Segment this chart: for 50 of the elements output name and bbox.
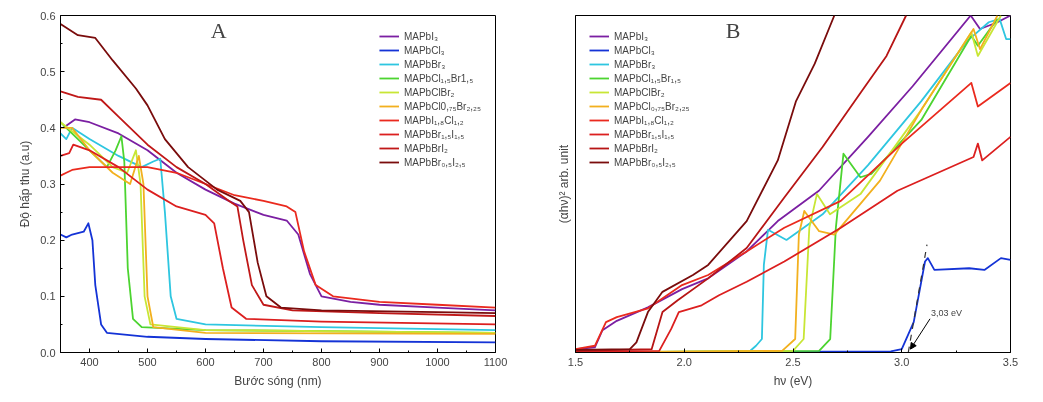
x-tick-label: 2.0 (676, 355, 692, 368)
y-tick-label: 0.2 (40, 234, 56, 247)
legend-label: MAPbCl₁,₅Br₁,₅ (614, 72, 682, 84)
y-tick-label: 0.1 (40, 290, 56, 303)
legend-label: MAPbCl₃ (403, 44, 445, 56)
x-tick-label: 700 (254, 355, 273, 368)
legend-label: MAPbBrI₂ (614, 142, 658, 154)
y-tick-label: 0.0 (40, 346, 56, 359)
y-tick-label: 0.3 (40, 178, 56, 190)
x-axis-title: hν (eV) (773, 373, 813, 388)
y-axis-title: Độ hấp thu (a.u) (18, 140, 33, 228)
line-series (60, 166, 496, 309)
x-tick-label: 1100 (483, 355, 508, 368)
legend-label: MAPbBr₀,₅I₂,₅ (403, 156, 466, 168)
x-tick-label: 1.5 (567, 355, 584, 368)
x-tick-label: 900 (370, 355, 389, 368)
legend-label: MAPbBr₀,₅I₂,₅ (614, 156, 676, 168)
chart-title: A (210, 17, 227, 43)
legend-label: MAPbBr₁,₅I₁,₅ (403, 128, 465, 140)
legend-label: MAPbCl₁,₅Br1,₅ (403, 72, 474, 84)
x-tick-label: 1000 (425, 355, 450, 368)
legend-label: MAPbI₁,₈Cl₁,₂ (403, 114, 464, 126)
line-series (60, 222, 496, 344)
y-tick-label: 0.4 (40, 121, 56, 134)
legend-label: MAPbI₃ (403, 30, 439, 42)
y-tick-label: 0.5 (40, 65, 56, 78)
x-axis-title: Bước sóng (nm) (234, 373, 322, 388)
x-tick-label: 800 (312, 355, 331, 368)
chart-title: B (725, 17, 741, 43)
legend-label: MAPbI₁,₈Cl₁,₂ (614, 114, 674, 126)
legend-label: MAPbCl₃ (614, 44, 655, 56)
line-series (60, 23, 496, 315)
x-tick-label: 3.0 (894, 355, 910, 368)
y-axis-title: (αhν)² arb. unit (556, 144, 571, 224)
legend-label: MAPbI₃ (614, 30, 649, 42)
x-tick-label: 400 (80, 355, 99, 368)
legend-label: MAPbBr₃ (403, 58, 446, 70)
annotation: 3,03 eV (931, 307, 963, 318)
legend-label: MAPbClBr₂ (614, 86, 665, 98)
legend-label: MAPbBr₃ (614, 58, 656, 70)
legend-label: MAPbBrI₂ (403, 142, 448, 154)
legend-label: MAPbBr₁,₅I₁,₅ (614, 128, 675, 140)
x-tick-label: 600 (196, 355, 215, 368)
legend-label: MAPbCl0,₇₅Br₂,₂₅ (403, 100, 481, 112)
x-tick-label: 3.5 (1002, 355, 1019, 368)
x-tick-label: 500 (138, 355, 157, 368)
x-tick-label: 2.5 (785, 355, 801, 368)
legend-label: MAPbCl₀,₇₅Br₂,₂₅ (614, 100, 690, 112)
legend-label: MAPbClBr₂ (403, 86, 455, 98)
y-tick-label: 0.6 (40, 9, 56, 22)
